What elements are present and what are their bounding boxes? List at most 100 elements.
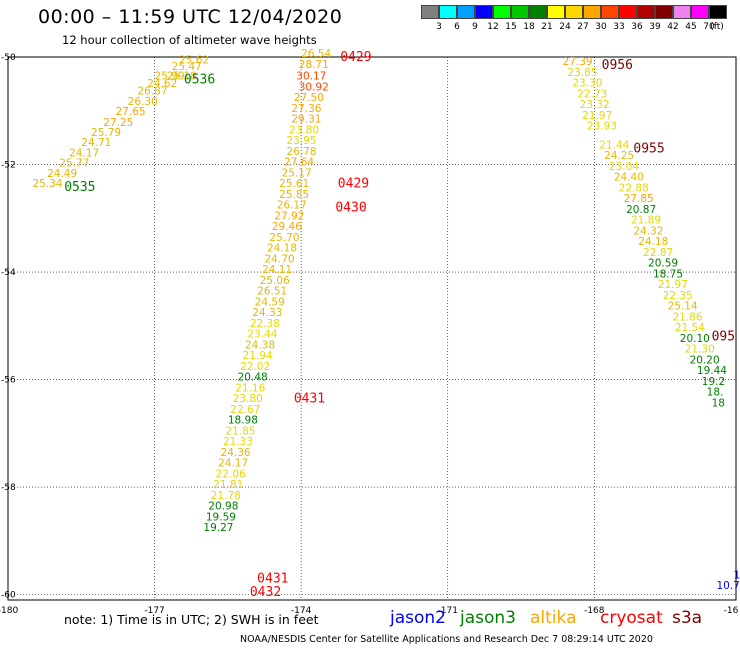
swh-value: 24.59 [255, 296, 285, 308]
swh-value: 25.77 [59, 158, 89, 170]
swh-value: 27.85 [624, 193, 654, 205]
swh-value: 27.50 [294, 92, 324, 104]
pass-time-label: 0955 [633, 141, 664, 156]
pass-time-label: 095 [712, 330, 735, 345]
swh-value: 21.94 [243, 350, 273, 362]
lat-tick-label: -50 [1, 53, 16, 63]
swh-value: 26.51 [257, 286, 287, 298]
swh-value: 30.17 [296, 71, 326, 83]
swh-value: 18.98 [228, 415, 258, 427]
swh-value: 25.34 [32, 178, 62, 190]
scale-label: 12 [487, 22, 499, 32]
swh-value: 24.11 [262, 264, 292, 276]
scale-label: 18 [523, 22, 535, 32]
swh-value: 25.70 [269, 232, 299, 244]
swh-value: 23.32 [580, 99, 610, 111]
swh-value: 20.87 [626, 204, 656, 216]
credit-line: NOAA/NESDIS Center for Satellite Applica… [240, 634, 653, 645]
swh-value: 26.78 [286, 146, 316, 158]
pass-time-label: 0431 [257, 571, 288, 586]
swh-value: 24.70 [265, 253, 295, 265]
pass-time-label: 0535 [64, 180, 95, 195]
map-frame [7, 56, 737, 601]
swh-value: 21.30 [685, 344, 715, 356]
swh-value: 23.44 [247, 329, 277, 341]
swh-value: 23.80 [289, 124, 319, 136]
swh-value: 18 [712, 397, 725, 409]
swh-value: 19.27 [203, 522, 233, 534]
track-jason2: 1110.74 [716, 569, 740, 592]
swh-value: 24.71 [81, 137, 111, 149]
swh-value: 19.59 [206, 511, 236, 523]
pass-time-labels: 0536053504290429043004310431043209560955… [64, 50, 735, 600]
swh-value: 27.64 [284, 157, 314, 169]
swh-value: 20.98 [208, 501, 238, 513]
track-cryosat-upper: 26.5428.7130.1730.9227.5027.3629.3123.80… [277, 48, 332, 212]
swh-value: 22.88 [619, 182, 649, 194]
swh-value: 25.79 [91, 127, 121, 139]
swh-value: 25.06 [260, 275, 290, 287]
scale-label: 9 [472, 22, 478, 32]
swh-value: 11 [734, 569, 740, 581]
swh-value: 24.17 [69, 147, 99, 159]
scale-swatch [601, 5, 619, 19]
scale-label: 39 [649, 22, 661, 32]
swh-value: 24.32 [633, 225, 663, 237]
scale-label: 6 [454, 22, 460, 32]
swh-value: 27.39 [563, 56, 593, 68]
swh-value: 19.44 [697, 365, 727, 377]
scale-swatch [547, 5, 565, 19]
lon-tick-label: -171 [438, 606, 458, 616]
scale-label: 42 [667, 22, 679, 32]
swh-value: 23.95 [286, 135, 316, 147]
swh-value: 25.17 [282, 167, 312, 179]
swh-value: 22.02 [240, 361, 270, 373]
pass-time-label: 0956 [602, 58, 633, 73]
swh-value: 25.61 [279, 178, 309, 190]
swh-value: 23.80 [233, 393, 263, 405]
swh-value: 21.86 [672, 311, 702, 323]
swh-value: 24.40 [614, 172, 644, 184]
lon-tick-label: -16 [724, 606, 739, 616]
scale-swatch [619, 5, 637, 19]
scale-label: 27 [577, 22, 589, 32]
swh-value: 24.33 [252, 307, 282, 319]
scale-swatch [691, 5, 709, 19]
swh-value: 26.30 [128, 96, 158, 108]
swh-value: 24.62 [147, 78, 177, 90]
swh-value: 23.04 [609, 161, 639, 173]
swh-value: 21.44 [599, 139, 629, 151]
swh-value: 22.38 [250, 318, 280, 330]
swh-value: 22.35 [663, 290, 693, 302]
satellite-legend-jason3: jason3 [460, 608, 516, 628]
swh-value: 23.93 [587, 121, 617, 133]
map-grid [8, 57, 736, 600]
scale-label: 24 [559, 22, 571, 32]
lon-tick-label: -177 [144, 606, 164, 616]
scale-label: 15 [505, 22, 517, 32]
scale-label: 3 [436, 22, 442, 32]
lon-tick-label: -174 [291, 606, 312, 616]
scale-swatch [511, 5, 529, 19]
altimeter-tracks: 25.3424.4925.7724.1724.7125.7927.2527.65… [32, 48, 740, 592]
lat-tick-label: -56 [1, 376, 16, 386]
swh-value: 27.36 [291, 103, 321, 115]
satellite-legend-altika: altika [530, 608, 577, 628]
swh-value: 21.16 [235, 382, 265, 394]
axis-ticks: -180 -177 -174 -171 -168 -16 -50 -52 -54 -56 -58 -6… [0, 53, 739, 616]
swh-value: 27.25 [103, 117, 133, 129]
swh-value: 24.25 [604, 150, 634, 162]
satellite-legend-s3a: s3a [672, 608, 703, 628]
track-altika-right: 27.3923.8523.3022.7323.3221.9723.9321.44… [563, 56, 728, 409]
swh-value: 25.47 [172, 61, 202, 73]
swh-value: 21.78 [211, 490, 241, 502]
swh-value: 27.92 [274, 210, 304, 222]
swh-value: 10.74 [716, 580, 740, 592]
lat-tick-label: -52 [1, 161, 16, 171]
swh-value: 20.10 [680, 333, 710, 345]
scale-label: 70 [703, 22, 715, 32]
swh-value: 20.48 [238, 372, 268, 384]
lat-tick-label: -58 [1, 483, 16, 493]
pass-time-label: 0430 [335, 201, 366, 216]
